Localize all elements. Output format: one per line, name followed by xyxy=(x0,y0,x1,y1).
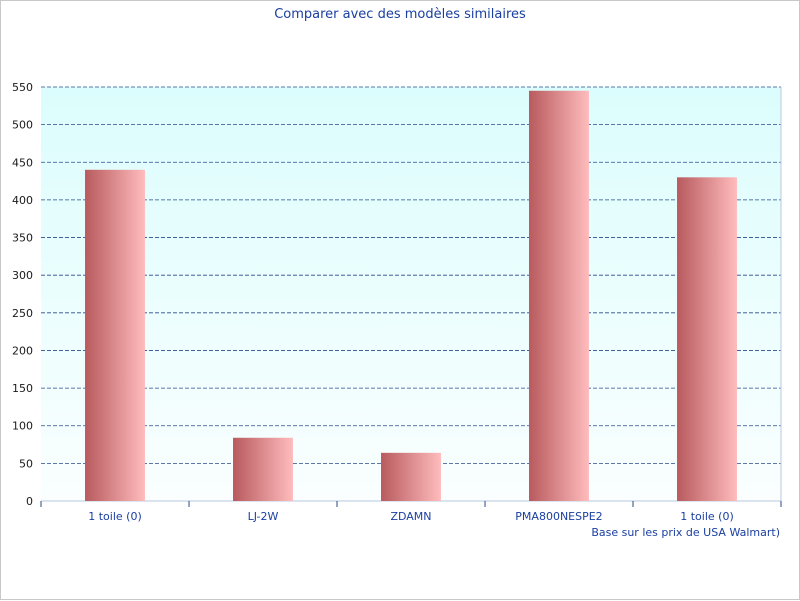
x-tick-label: 1 toile (0) xyxy=(88,510,142,523)
bars xyxy=(85,90,737,502)
chart-title: Comparer avec des modèles similaires xyxy=(274,7,526,22)
y-tick-label: 100 xyxy=(12,420,33,433)
y-tick-label: 0 xyxy=(26,495,33,508)
bar xyxy=(233,437,293,501)
gridlines xyxy=(41,86,781,464)
bar xyxy=(381,452,441,501)
y-tick-label: 250 xyxy=(12,307,33,320)
y-tick-label: 400 xyxy=(12,194,33,207)
y-tick-label: 200 xyxy=(12,344,33,357)
y-tick-label: 300 xyxy=(12,269,33,282)
bar xyxy=(529,90,589,501)
x-tick-label: LJ-2W xyxy=(248,510,279,523)
y-tick-label: 500 xyxy=(12,119,33,132)
plot-area xyxy=(41,87,781,501)
y-tick-label: 550 xyxy=(12,81,33,94)
bar xyxy=(85,169,145,502)
x-tick-label: 1 toile (0) xyxy=(680,510,734,523)
x-tick-labels: 1 toile (0) LJ-2W ZDAMN PMA800NESPE2 1 toile… xyxy=(88,510,734,523)
x-tick-label: ZDAMN xyxy=(390,510,431,523)
bar xyxy=(677,177,737,501)
y-tick-label: 50 xyxy=(19,457,33,470)
x-tick-label: PMA800NESPE2 xyxy=(515,510,602,523)
y-tick-label: 350 xyxy=(12,232,33,245)
y-tick-labels: 0 50 100 150 200 250 300 350 400 450 500 550 xyxy=(12,81,33,508)
y-tick-label: 450 xyxy=(12,156,33,169)
y-tick-label: 150 xyxy=(12,382,33,395)
price-source-note: Base sur les prix de USA Walmart) xyxy=(591,526,780,539)
